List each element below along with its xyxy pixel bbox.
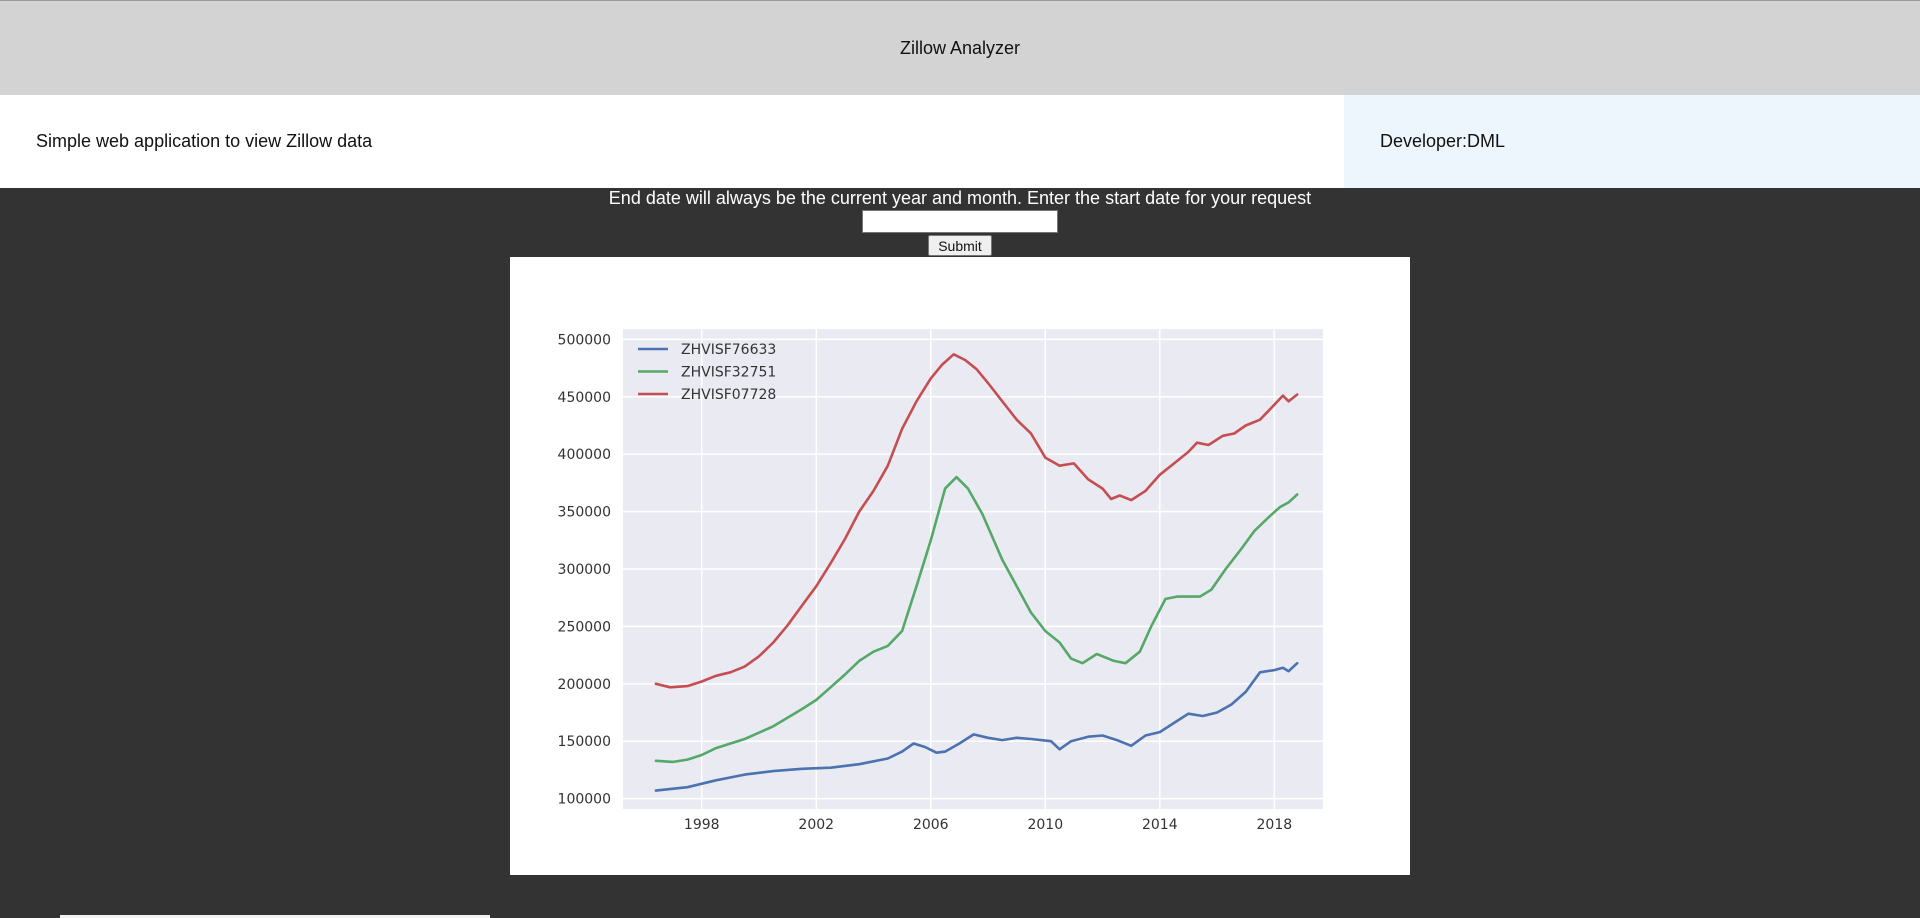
x-tick-label: 2006 <box>913 817 949 833</box>
legend-label: ZHVISF07728 <box>681 387 776 403</box>
y-tick-label: 350000 <box>558 505 611 521</box>
series-line-zhvisf76633 <box>654 661 1299 792</box>
bottom-scroll-strip <box>60 915 490 918</box>
legend-label: ZHVISF76633 <box>681 342 776 358</box>
y-tick-label: 150000 <box>558 734 611 750</box>
app-header: Zillow Analyzer <box>0 0 1920 95</box>
submit-button[interactable]: Submit <box>928 235 992 256</box>
chart-panel: 100000 150000 200000 250000 300000 350000 4000… <box>510 257 1410 875</box>
y-tick-label: 450000 <box>558 390 611 406</box>
x-tick-label: 2014 <box>1142 817 1178 833</box>
x-tick-label: 2010 <box>1027 817 1063 833</box>
y-tick-label: 200000 <box>558 677 611 693</box>
developer-panel: Developer:DML <box>1344 95 1920 188</box>
y-tick-label: 250000 <box>558 619 611 635</box>
y-tick-label: 500000 <box>558 332 611 348</box>
x-tick-label: 1998 <box>684 817 720 833</box>
app-title: Zillow Analyzer <box>899 37 1021 58</box>
y-tick-label: 100000 <box>558 792 611 808</box>
date-instructions: End date will always be the current year… <box>608 188 1312 208</box>
x-tick-label: 2018 <box>1257 817 1293 833</box>
legend-label: ZHVISF32751 <box>681 365 776 381</box>
x-tick-label: 2002 <box>798 817 834 833</box>
line-chart: 100000 150000 200000 250000 300000 350000 4000… <box>558 329 1323 833</box>
description-panel: Simple web application to view Zillow da… <box>0 95 1344 188</box>
developer-credit: Developer:DML <box>1380 131 1506 151</box>
y-tick-label: 400000 <box>558 447 611 463</box>
app-description: Simple web application to view Zillow da… <box>36 131 373 151</box>
series-line-zhvisf07728 <box>654 353 1299 689</box>
info-bar: Simple web application to view Zillow da… <box>0 95 1920 188</box>
start-date-input[interactable] <box>862 210 1058 233</box>
y-tick-label: 300000 <box>558 562 611 578</box>
series-line-zhvisf32751 <box>654 475 1299 764</box>
